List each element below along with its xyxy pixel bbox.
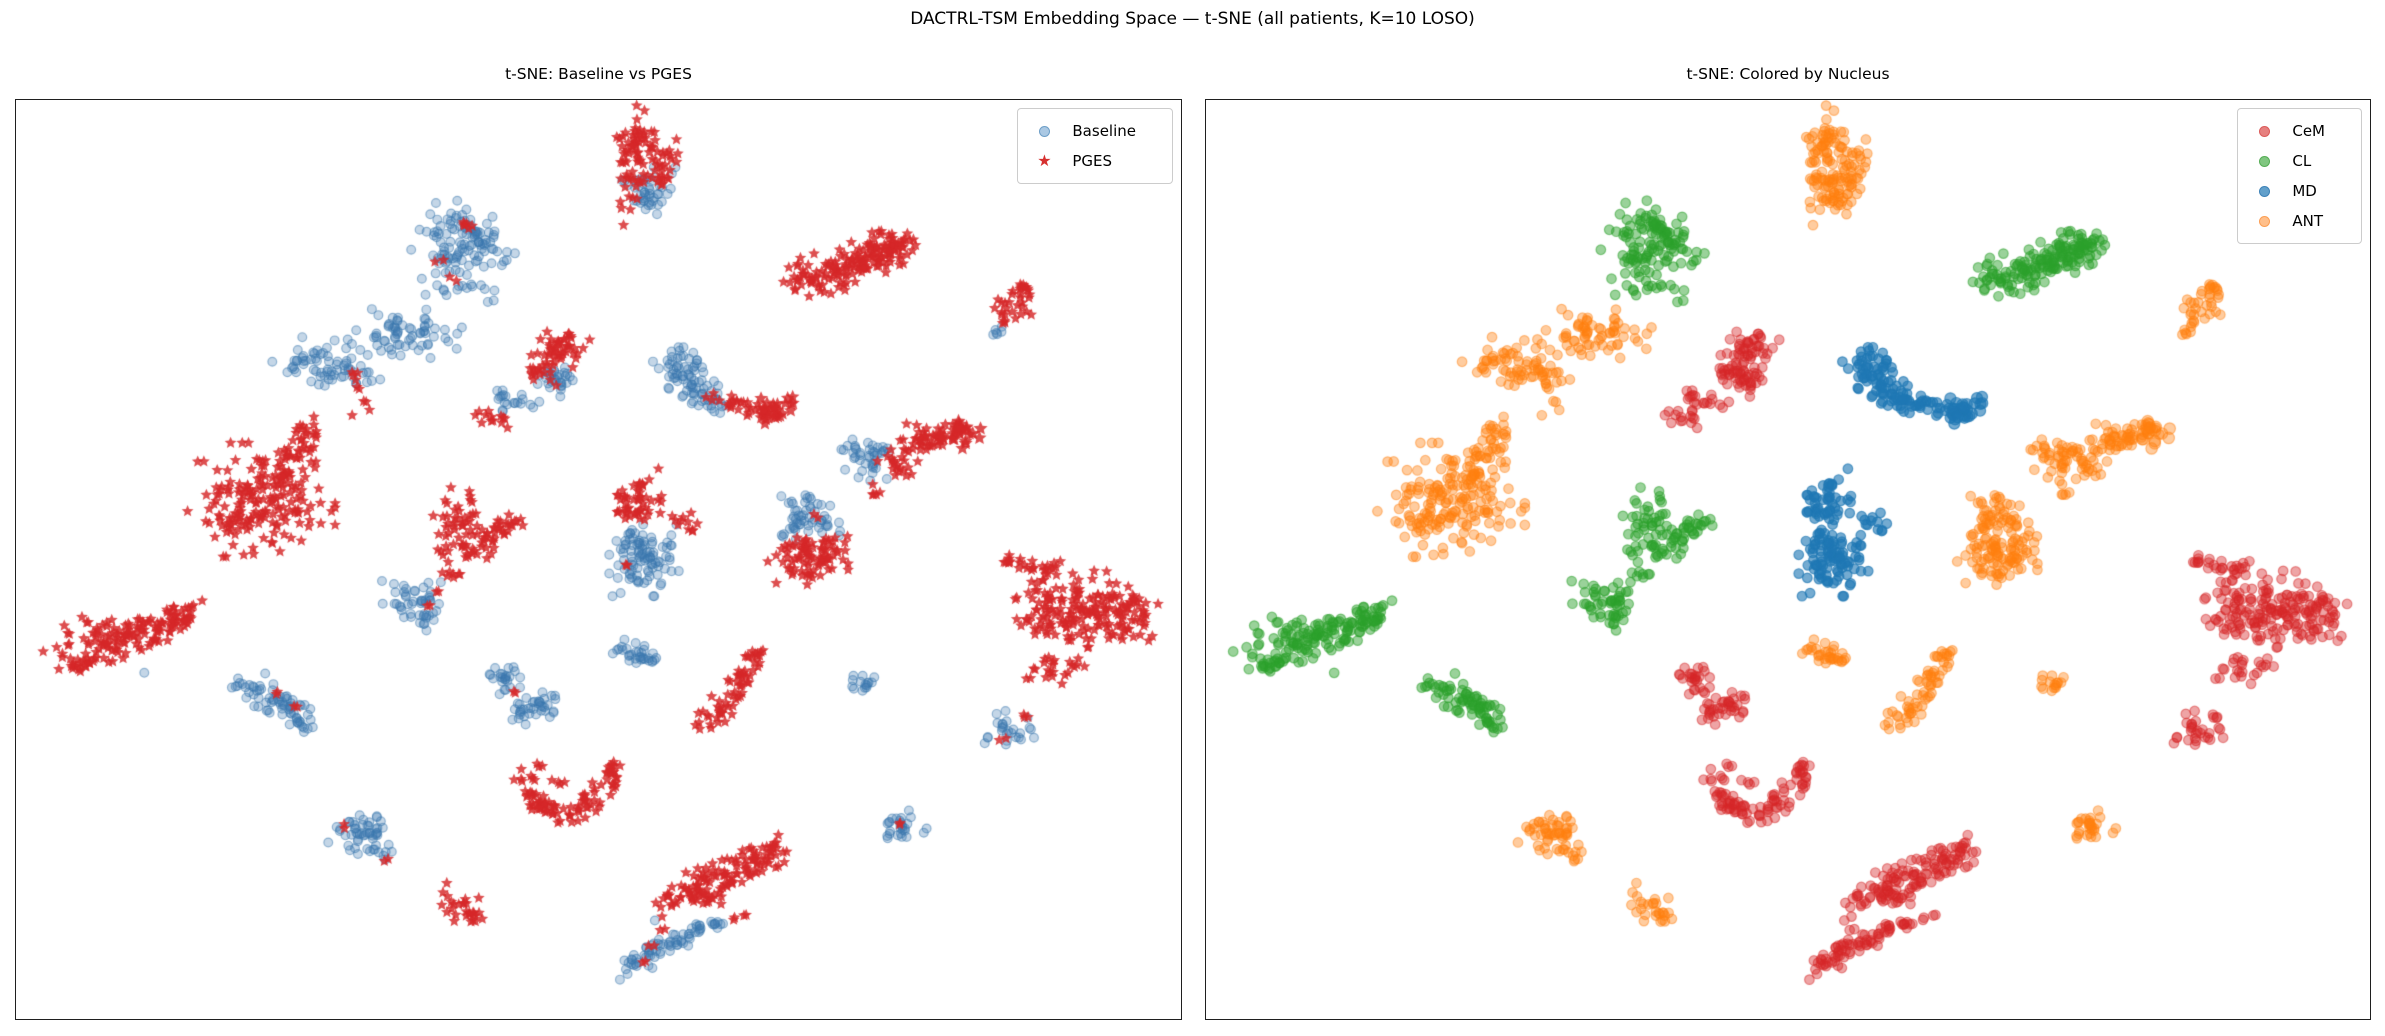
circle-glyph (2258, 185, 2270, 197)
circle-glyph (2258, 215, 2270, 227)
legend-nucleus: CeM CL MD ANT (2237, 108, 2362, 244)
legend-label: CeM (2292, 122, 2325, 140)
subplot-title-baseline-vs-pges: t-SNE: Baseline vs PGES (505, 65, 692, 83)
legend-item-baseline: Baseline (1024, 116, 1162, 146)
star-glyph: ★ (1037, 151, 1052, 170)
scatter-canvas-left (16, 100, 1179, 1017)
legend-item-cem: CeM (2244, 116, 2351, 146)
legend-label: CL (2292, 152, 2312, 170)
circle-glyph (1038, 125, 1050, 137)
legend-label: ANT (2292, 212, 2323, 230)
circle-marker-icon (2244, 215, 2284, 227)
legend-item-ant: ANT (2244, 206, 2351, 236)
circle-glyph (2258, 125, 2270, 137)
circle-marker-icon (1024, 125, 1064, 137)
subplot-title-colored-by-nucleus: t-SNE: Colored by Nucleus (1686, 65, 1890, 83)
scatter-canvas-right (1206, 100, 2368, 1017)
legend-baseline-vs-pges: Baseline ★ PGES (1017, 108, 1173, 184)
legend-label: PGES (1072, 152, 1113, 170)
star-marker-icon: ★ (1024, 153, 1064, 169)
circle-marker-icon (2244, 125, 2284, 137)
legend-label: MD (2292, 182, 2317, 200)
legend-item-cl: CL (2244, 146, 2351, 176)
tsne-plot-colored-by-nucleus: CeM CL MD ANT (1205, 99, 2371, 1020)
figure-title: DACTRL-TSM Embedding Space — t-SNE (all … (910, 9, 1475, 29)
tsne-plot-baseline-vs-pges: Baseline ★ PGES (15, 99, 1182, 1020)
circle-marker-icon (2244, 155, 2284, 167)
circle-glyph (2258, 155, 2270, 167)
circle-marker-icon (2244, 185, 2284, 197)
legend-item-md: MD (2244, 176, 2351, 206)
legend-label: Baseline (1072, 122, 1136, 140)
legend-item-pges: ★ PGES (1024, 146, 1162, 176)
